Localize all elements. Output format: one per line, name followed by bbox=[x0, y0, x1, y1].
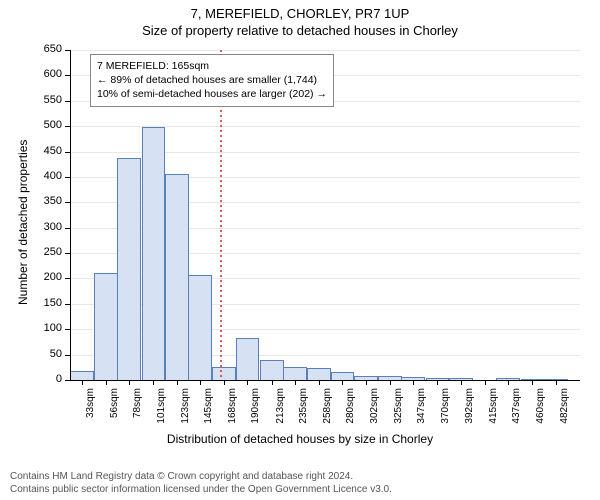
histogram-bar bbox=[188, 275, 212, 380]
x-tick-label: 302sqm bbox=[369, 388, 380, 433]
y-tick-label: 0 bbox=[32, 373, 62, 385]
histogram-bar bbox=[236, 338, 260, 380]
title-sub: Size of property relative to detached ho… bbox=[0, 21, 600, 38]
chart-zone: Number of detached properties Distributi… bbox=[0, 40, 600, 440]
x-tick-label: 370sqm bbox=[440, 388, 451, 433]
x-tick-label: 123sqm bbox=[180, 388, 191, 433]
y-tick-label: 600 bbox=[32, 68, 62, 80]
x-tick-label: 460sqm bbox=[535, 388, 546, 433]
histogram-bar bbox=[165, 174, 189, 380]
y-tick-label: 550 bbox=[32, 94, 62, 106]
y-tick-label: 300 bbox=[32, 221, 62, 233]
histogram-bar bbox=[260, 360, 284, 380]
histogram-bar bbox=[283, 367, 307, 380]
x-tick-label: 190sqm bbox=[250, 388, 261, 433]
y-axis-label: Number of detached properties bbox=[16, 140, 30, 305]
x-tick-label: 56sqm bbox=[109, 388, 120, 433]
y-tick-label: 50 bbox=[32, 348, 62, 360]
footer-line-2: Contains public sector information licen… bbox=[10, 483, 392, 496]
x-tick-label: 325sqm bbox=[393, 388, 404, 433]
x-tick-label: 482sqm bbox=[559, 388, 570, 433]
x-tick-label: 235sqm bbox=[298, 388, 309, 433]
y-tick-label: 250 bbox=[32, 246, 62, 258]
histogram-bar bbox=[212, 367, 236, 380]
y-tick-label: 450 bbox=[32, 145, 62, 157]
chart-container: 7, MEREFIELD, CHORLEY, PR7 1UP Size of p… bbox=[0, 0, 600, 500]
y-tick-label: 200 bbox=[32, 271, 62, 283]
annotation-line-1: 7 MEREFIELD: 165sqm bbox=[97, 59, 327, 73]
x-axis-label: Distribution of detached houses by size … bbox=[0, 432, 600, 446]
y-tick-label: 350 bbox=[32, 195, 62, 207]
histogram-bar bbox=[70, 371, 94, 380]
x-tick-label: 78sqm bbox=[132, 388, 143, 433]
footer-line-1: Contains HM Land Registry data © Crown c… bbox=[10, 470, 392, 483]
x-tick-label: 101sqm bbox=[156, 388, 167, 433]
title-main: 7, MEREFIELD, CHORLEY, PR7 1UP bbox=[0, 0, 600, 21]
y-tick-label: 150 bbox=[32, 297, 62, 309]
histogram-bar bbox=[117, 158, 141, 380]
y-axis bbox=[70, 50, 71, 380]
histogram-bar bbox=[142, 127, 166, 380]
annotation-line-3: 10% of semi-detached houses are larger (… bbox=[97, 87, 327, 101]
histogram-bar bbox=[331, 372, 355, 380]
y-tick-label: 400 bbox=[32, 170, 62, 182]
x-tick-label: 392sqm bbox=[464, 388, 475, 433]
x-tick-label: 168sqm bbox=[227, 388, 238, 433]
x-tick-label: 347sqm bbox=[416, 388, 427, 433]
x-tick-label: 280sqm bbox=[345, 388, 356, 433]
footer-attribution: Contains HM Land Registry data © Crown c… bbox=[10, 470, 392, 496]
x-tick-label: 415sqm bbox=[488, 388, 499, 433]
x-tick-label: 33sqm bbox=[85, 388, 96, 433]
histogram-bar bbox=[307, 368, 331, 380]
x-tick-label: 213sqm bbox=[275, 388, 286, 433]
annotation-box: 7 MEREFIELD: 165sqm ← 89% of detached ho… bbox=[90, 54, 334, 107]
x-tick-label: 437sqm bbox=[511, 388, 522, 433]
y-tick-label: 650 bbox=[32, 43, 62, 55]
y-tick-label: 100 bbox=[32, 322, 62, 334]
y-tick-label: 500 bbox=[32, 119, 62, 131]
x-tick-label: 145sqm bbox=[203, 388, 214, 433]
annotation-line-2: ← 89% of detached houses are smaller (1,… bbox=[97, 73, 327, 87]
x-axis bbox=[70, 380, 580, 381]
histogram-bar bbox=[94, 273, 118, 380]
x-tick-label: 258sqm bbox=[322, 388, 333, 433]
gridline bbox=[70, 50, 580, 51]
